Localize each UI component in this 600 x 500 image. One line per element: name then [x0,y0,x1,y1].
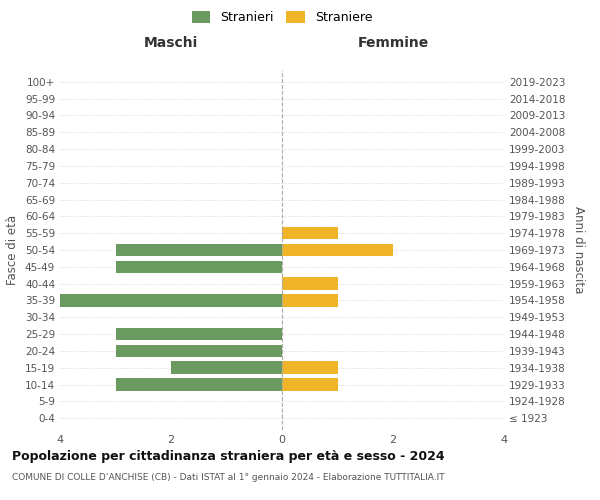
Bar [282,278,337,290]
Bar [282,294,337,307]
Bar [282,378,337,391]
Bar [282,227,337,239]
Legend: Stranieri, Straniere: Stranieri, Straniere [187,6,377,29]
Bar [171,362,282,374]
Y-axis label: Anni di nascita: Anni di nascita [572,206,585,294]
Text: COMUNE DI COLLE D’ANCHISE (CB) - Dati ISTAT al 1° gennaio 2024 - Elaborazione TU: COMUNE DI COLLE D’ANCHISE (CB) - Dati IS… [12,472,445,482]
Text: Femmine: Femmine [358,36,428,50]
Bar [60,294,282,307]
Bar [115,260,282,273]
Y-axis label: Fasce di età: Fasce di età [7,215,19,285]
Bar [115,378,282,391]
Bar [115,244,282,256]
Bar [115,344,282,357]
Bar [282,362,337,374]
Text: Maschi: Maschi [144,36,198,50]
Bar [115,328,282,340]
Bar [282,244,393,256]
Text: Popolazione per cittadinanza straniera per età e sesso - 2024: Popolazione per cittadinanza straniera p… [12,450,445,463]
